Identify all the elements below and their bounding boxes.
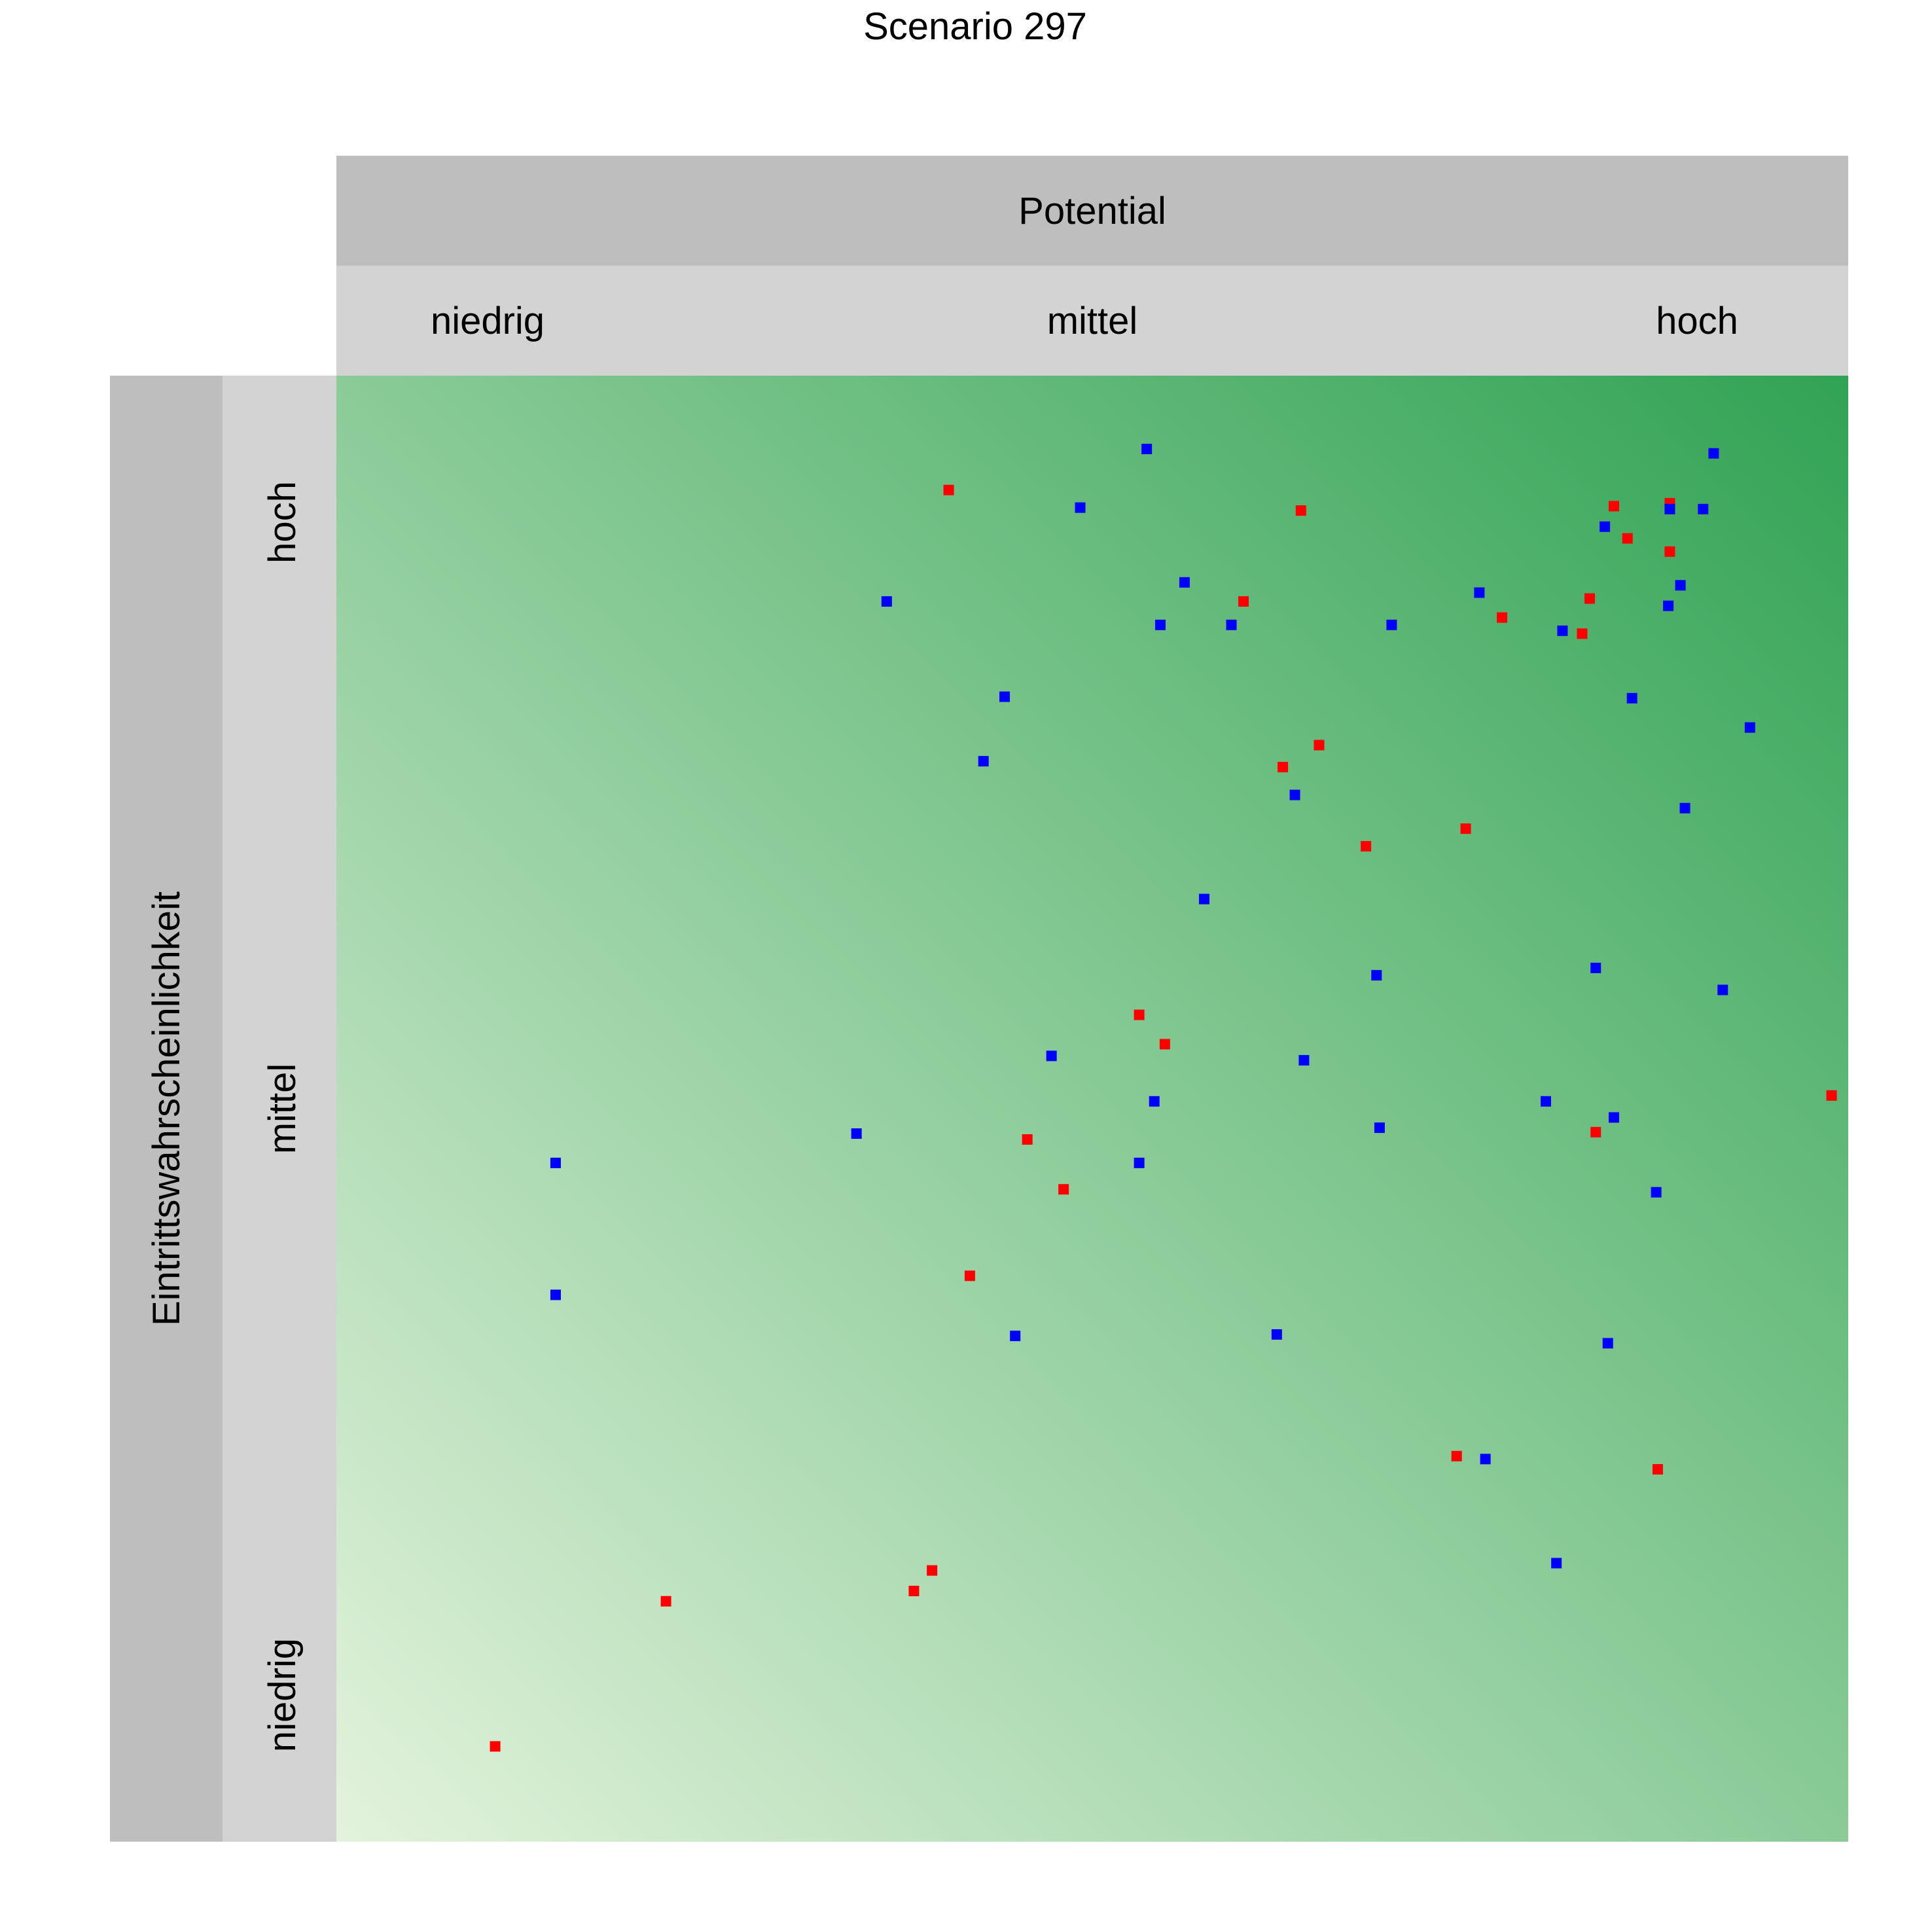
y-category-labels: niedrig mittel hoch [261, 481, 304, 1752]
data-point-red-20 [964, 1270, 975, 1281]
data-point-blue-37 [1271, 1329, 1282, 1340]
data-point-red-13 [1361, 841, 1372, 852]
x-axis-title: Potential [1018, 190, 1166, 232]
data-point-red-2 [1608, 501, 1619, 512]
data-point-blue-35 [550, 1289, 561, 1300]
y-category-label-mittel: mittel [261, 1064, 304, 1154]
data-point-blue-9 [1474, 587, 1485, 598]
y-axis-title: Eintrittswahrscheinlichkeit [145, 891, 188, 1326]
y-axis-title-strip [110, 376, 223, 1842]
data-point-red-6 [1238, 596, 1249, 607]
data-point-red-12 [1460, 823, 1471, 834]
data-point-blue-32 [1134, 1157, 1145, 1168]
data-point-blue-0 [1141, 444, 1153, 454]
x-category-label-hoch: hoch [1656, 300, 1738, 342]
data-point-blue-25 [1046, 1050, 1057, 1062]
x-category-label-niedrig: niedrig [431, 300, 545, 342]
data-point-blue-16 [1626, 692, 1637, 704]
data-point-red-25 [660, 1596, 671, 1607]
data-point-blue-28 [1541, 1096, 1551, 1107]
data-point-red-26 [490, 1741, 501, 1752]
data-point-blue-14 [1557, 625, 1568, 636]
data-point-red-1 [1295, 505, 1306, 516]
data-point-blue-18 [978, 756, 989, 767]
data-point-blue-11 [1154, 619, 1166, 630]
data-point-red-14 [1134, 1009, 1145, 1020]
data-point-red-16 [1826, 1090, 1837, 1101]
data-point-blue-8 [881, 596, 892, 607]
data-point-blue-15 [999, 691, 1011, 702]
data-point-red-24 [908, 1585, 920, 1596]
data-point-blue-12 [1226, 619, 1237, 630]
data-point-blue-38 [1602, 1338, 1613, 1349]
data-point-red-11 [1278, 762, 1289, 773]
data-point-red-7 [1497, 612, 1508, 623]
data-point-red-8 [1584, 593, 1595, 604]
data-point-blue-4 [1698, 503, 1709, 514]
data-point-blue-24 [1717, 984, 1728, 995]
data-point-red-4 [1622, 533, 1633, 544]
data-point-blue-40 [1551, 1558, 1562, 1569]
data-point-blue-26 [1298, 1055, 1310, 1066]
x-category-strip [336, 266, 1848, 376]
data-point-blue-29 [1608, 1112, 1619, 1123]
data-point-red-19 [1058, 1184, 1069, 1195]
data-point-blue-1 [1708, 448, 1719, 459]
x-category-labels: niedrig mittel hoch [431, 300, 1738, 342]
data-point-blue-5 [1600, 521, 1611, 532]
data-points [490, 444, 1837, 1752]
plot-panel [336, 376, 1848, 1842]
y-category-label-niedrig: niedrig [261, 1638, 304, 1752]
data-point-blue-2 [1075, 502, 1086, 513]
data-point-red-21 [1451, 1450, 1462, 1461]
data-point-blue-13 [1386, 619, 1397, 630]
data-point-blue-19 [1289, 789, 1300, 800]
data-point-red-9 [1577, 628, 1588, 639]
data-point-blue-10 [1663, 600, 1674, 611]
data-point-blue-6 [1179, 577, 1190, 588]
data-point-red-22 [1652, 1464, 1663, 1475]
data-point-blue-34 [1651, 1187, 1662, 1198]
x-axis-title-strip [336, 156, 1848, 266]
data-point-blue-22 [1590, 962, 1601, 973]
data-point-red-0 [943, 484, 954, 495]
data-point-red-15 [1159, 1039, 1170, 1050]
data-point-blue-3 [1664, 503, 1675, 514]
data-point-blue-21 [1198, 893, 1209, 904]
data-point-blue-20 [1679, 802, 1690, 814]
data-point-red-5 [1664, 546, 1675, 557]
data-point-blue-36 [1010, 1331, 1021, 1342]
data-point-blue-39 [1480, 1454, 1491, 1465]
data-point-red-18 [1590, 1126, 1601, 1137]
data-point-blue-31 [1374, 1122, 1385, 1134]
data-point-blue-27 [1149, 1096, 1160, 1107]
data-point-blue-7 [1675, 580, 1686, 591]
data-point-blue-17 [1744, 722, 1755, 733]
data-point-red-23 [927, 1565, 938, 1576]
data-point-blue-33 [550, 1157, 561, 1168]
chart-title: Scenario 297 [863, 5, 1087, 48]
data-point-red-10 [1314, 740, 1325, 751]
data-point-blue-30 [851, 1128, 862, 1139]
data-point-blue-23 [1371, 970, 1382, 981]
x-category-label-mittel: mittel [1047, 300, 1138, 342]
y-category-strip [223, 376, 336, 1842]
data-point-red-17 [1022, 1134, 1033, 1145]
y-category-label-hoch: hoch [261, 481, 304, 564]
